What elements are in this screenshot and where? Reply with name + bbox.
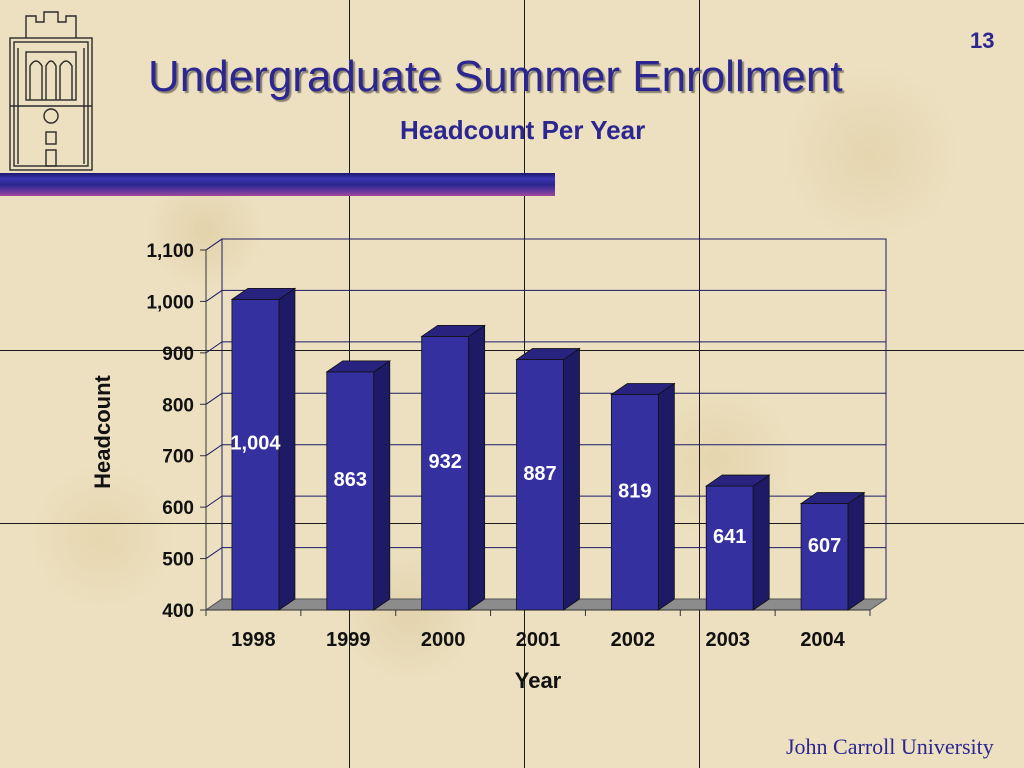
guide-line-horizontal-1 bbox=[0, 350, 1024, 351]
x-tick-label: 2003 bbox=[705, 629, 750, 651]
y-tick-label: 400 bbox=[162, 601, 194, 622]
gridline bbox=[205, 238, 886, 251]
bar-1998 bbox=[231, 298, 280, 611]
data-label: 1,004 bbox=[230, 433, 281, 455]
footer-university-name: John Carroll University bbox=[786, 734, 994, 759]
bar-side-1998 bbox=[278, 287, 296, 611]
data-label: 641 bbox=[713, 526, 746, 548]
bar-side-2003 bbox=[752, 474, 770, 611]
data-label: 863 bbox=[334, 469, 367, 491]
slide-subtitle: Headcount Per Year bbox=[400, 115, 646, 145]
bar-top-1998 bbox=[230, 287, 297, 300]
x-tick-label: 2001 bbox=[516, 629, 561, 651]
bar-side-2000 bbox=[468, 324, 486, 611]
bar-top-2000 bbox=[420, 324, 486, 337]
guide-line-horizontal-2 bbox=[0, 523, 1024, 524]
bar-2002 bbox=[610, 394, 659, 611]
y-tick-label: 500 bbox=[162, 550, 194, 571]
data-label: 932 bbox=[428, 451, 461, 473]
y-tick-label: 600 bbox=[162, 498, 194, 519]
x-tick-label: 1998 bbox=[231, 629, 276, 651]
accent-bar bbox=[0, 173, 555, 196]
bar-top-1999 bbox=[325, 360, 392, 373]
bar-top-2002 bbox=[610, 383, 676, 395]
slide-title: Undergraduate Summer Enrollment bbox=[148, 52, 843, 101]
y-tick-label: 700 bbox=[162, 447, 194, 468]
bar-2001 bbox=[516, 359, 564, 611]
bar-side-2004 bbox=[847, 491, 865, 611]
y-tick-label: 800 bbox=[162, 395, 194, 416]
bar-2003 bbox=[705, 485, 754, 611]
x-tick-label: 2004 bbox=[800, 629, 845, 651]
bar-1999 bbox=[326, 371, 375, 611]
bar-2004 bbox=[800, 503, 849, 611]
bar-top-2003 bbox=[704, 474, 771, 487]
y-tick-label: 900 bbox=[162, 344, 194, 365]
chart-labels: 400 500 600 700 800 900 1,000 1,100 1998 1,004 199… bbox=[146, 241, 845, 651]
chart-bars bbox=[230, 287, 866, 611]
data-label: 887 bbox=[523, 463, 556, 485]
x-tick-label: 1999 bbox=[326, 629, 371, 651]
data-label: 607 bbox=[808, 535, 841, 557]
building-tower-icon bbox=[9, 11, 93, 171]
x-tick-label: 2000 bbox=[421, 629, 466, 651]
y-tick-label: 1,100 bbox=[146, 241, 194, 262]
guide-line-vertical-3 bbox=[699, 0, 700, 768]
gridline bbox=[205, 289, 886, 302]
bar-2000 bbox=[421, 335, 470, 611]
data-label: 819 bbox=[618, 480, 651, 502]
bar-top-2004 bbox=[799, 492, 866, 504]
bar-side-2001 bbox=[563, 347, 580, 611]
page-number: 13 bbox=[970, 28, 995, 53]
bar-side-1999 bbox=[373, 360, 391, 611]
y-axis-title: Headcount bbox=[90, 374, 115, 488]
y-tick-label: 1,000 bbox=[146, 292, 194, 313]
x-tick-label: 2002 bbox=[611, 629, 656, 651]
gridline bbox=[205, 341, 886, 354]
bar-top-2001 bbox=[515, 348, 581, 360]
x-axis-title: Year bbox=[515, 668, 562, 693]
bar-side-2002 bbox=[657, 382, 675, 611]
